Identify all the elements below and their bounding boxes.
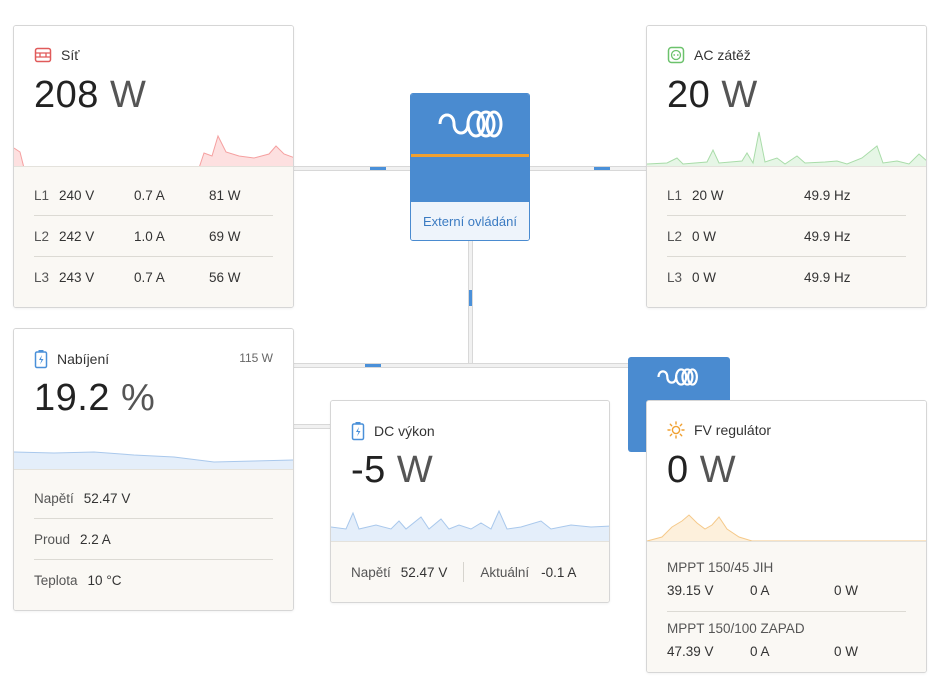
battery-title: Nabíjení [57, 351, 110, 367]
grid-title: Síť [61, 47, 80, 63]
sun-icon [667, 421, 685, 439]
pv-device-voltage: 47.39 V [667, 644, 714, 659]
battery-icon [34, 349, 48, 369]
dc-power-value: -5 W [351, 449, 434, 491]
grid-phase-row: L3 243 V 0.7 A 56 W [34, 270, 241, 285]
grid-power-value: 208 W [34, 74, 147, 116]
pv-device-entry[interactable]: MPPT 150/100 ZAPAD 47.39 V 0 A 0 W [667, 613, 906, 672]
ac-phase-row: L1 20 W 49.9 Hz [667, 175, 906, 216]
dc-power-title: DC výkon [374, 423, 435, 439]
ac-load-title: AC zátěž [694, 47, 751, 63]
dc-current-value: -0.1 A [541, 564, 577, 580]
dc-current-label: Aktuální [480, 564, 530, 580]
battery-soc-value: 19.2 % [34, 377, 156, 419]
battery-card[interactable]: Nabíjení 115 W 19.2 % Napětí 52.47 V Pro… [13, 328, 294, 611]
connector-battery-dc [292, 424, 332, 429]
connector-grid-inverter [292, 166, 411, 171]
pv-device-name: MPPT 150/100 ZAPAD [667, 621, 805, 636]
grid-sparkline [14, 134, 293, 168]
battery-sparkline [14, 451, 293, 471]
ac-load-card[interactable]: AC zátěž 20 W L1 20 W 49.9 Hz L2 0 W 49.… [646, 25, 927, 308]
inverter-mode-label[interactable]: Externí ovládání [411, 202, 529, 240]
inverter-box[interactable]: Externí ovládání [410, 93, 530, 241]
pv-device-voltage: 39.15 V [667, 583, 714, 598]
pv-device-power: 0 W [834, 583, 859, 598]
battery-icon [351, 421, 365, 441]
pv-device-current: 0 A [750, 644, 770, 659]
ac-phase-row: L2 0 W 49.9 Hz [667, 216, 906, 257]
dc-power-card[interactable]: DC výkon -5 W Napětí 52.47 V Aktuální -0… [330, 400, 610, 603]
flow-dot [365, 364, 381, 367]
connector-inverter-ac [529, 166, 648, 171]
battery-info-row: Teplota 10 °C [34, 573, 122, 588]
socket-icon [667, 46, 685, 64]
dc-voltage-label: Napětí [351, 564, 391, 580]
pv-device-name: MPPT 150/45 JIH [667, 560, 774, 575]
grid-phase-row: L2 242 V 1.0 A 69 W [34, 216, 273, 257]
dc-voltage-value: 52.47 V [400, 564, 448, 580]
pv-device-current: 0 A [750, 583, 770, 598]
grid-tower-icon [34, 46, 52, 64]
battery-info-row: Napětí 52.47 V [34, 478, 273, 519]
grid-card[interactable]: Síť 208 W L1 240 V 0.7 A 81 W L2 242 V 1… [13, 25, 294, 308]
battery-info-row: Proud 2.2 A [34, 519, 273, 560]
ac-load-power-value: 20 W [667, 74, 758, 116]
pv-device-power: 0 W [834, 644, 859, 659]
flow-dot [469, 290, 472, 306]
victron-logo-icon [436, 106, 506, 147]
pv-charger-title: FV regulátor [694, 422, 772, 438]
battery-power-note: 115 W [239, 351, 273, 365]
ac-load-sparkline [647, 131, 926, 168]
pv-device-entry[interactable]: MPPT 150/45 JIH 39.15 V 0 A 0 W [667, 552, 906, 612]
dc-power-sparkline [331, 509, 609, 543]
flow-dot [370, 167, 386, 170]
inverter-accent-bar [411, 154, 529, 157]
dc-divider [463, 562, 465, 582]
victron-logo-icon [656, 365, 700, 394]
grid-phase-row: L1 240 V 0.7 A 81 W [34, 175, 273, 216]
connector-dc-bus [292, 363, 632, 368]
pv-sparkline [647, 514, 926, 543]
ac-phase-row: L3 0 W 49.9 Hz [667, 270, 851, 285]
pv-power-value: 0 W [667, 449, 737, 491]
flow-dot [594, 167, 610, 170]
pv-charger-card[interactable]: FV regulátor 0 W MPPT 150/45 JIH 39.15 V… [646, 400, 927, 673]
